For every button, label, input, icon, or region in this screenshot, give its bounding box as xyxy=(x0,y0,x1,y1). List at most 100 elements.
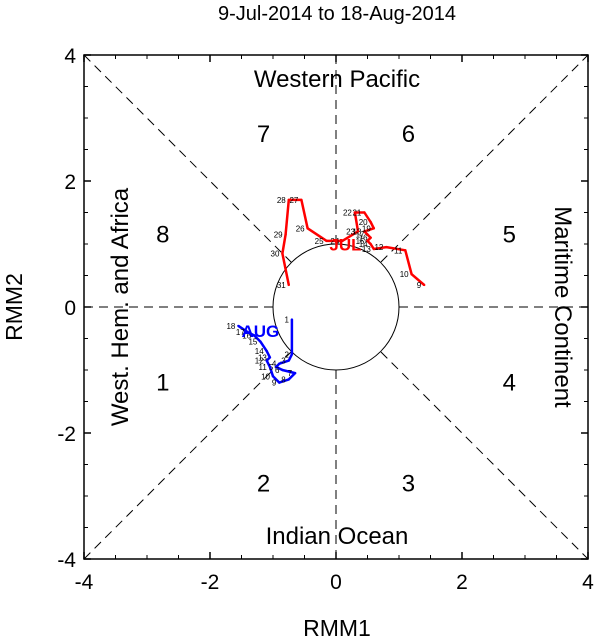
unit-circle-layer xyxy=(272,243,400,371)
data-point xyxy=(290,318,294,321)
y-tick-label: 4 xyxy=(64,45,76,68)
day-label: 13 xyxy=(258,353,267,362)
day-label: 9 xyxy=(272,379,277,388)
data-point xyxy=(306,227,309,230)
day-label: 15 xyxy=(248,338,257,347)
data-point xyxy=(341,239,344,243)
region-labels: Western Pacific Indian Ocean West. Hem. an… xyxy=(107,66,576,550)
data-point xyxy=(353,211,357,214)
day-label: 1 xyxy=(284,316,289,325)
data-point xyxy=(237,324,240,328)
data-point xyxy=(366,233,369,236)
day-label: 12 xyxy=(255,357,264,366)
day-label: 19 xyxy=(362,224,371,233)
x-tick-label: -2 xyxy=(201,571,220,594)
data-point xyxy=(287,283,290,287)
day-label: 17 xyxy=(236,328,245,337)
series-aug: 123456789101112131415161718AUG xyxy=(226,316,297,388)
day-label: 18 xyxy=(226,322,235,331)
data-point xyxy=(325,239,328,243)
y-tick-label: 0 xyxy=(64,297,76,320)
data-point xyxy=(356,230,360,233)
y-tick-label: 2 xyxy=(64,171,76,194)
chart-title: 9-Jul-2014 to 18-Aug-2014 xyxy=(218,3,456,25)
diagonal-line xyxy=(83,54,589,560)
data-point xyxy=(281,252,284,255)
day-label: 20 xyxy=(359,218,368,227)
data-point xyxy=(287,378,290,381)
day-label: 11 xyxy=(394,246,403,255)
day-label: 30 xyxy=(271,249,280,258)
data-point xyxy=(366,239,369,243)
data-point xyxy=(265,349,268,353)
day-label: 11 xyxy=(259,363,268,372)
data-point xyxy=(369,242,372,246)
data-point xyxy=(274,365,278,369)
day-label: 7 xyxy=(288,369,293,378)
month-label-aug: AUG xyxy=(242,322,280,341)
data-point xyxy=(372,227,375,230)
data-point xyxy=(372,247,375,251)
day-label: 23 xyxy=(346,227,355,236)
phase-label-8: 8 xyxy=(156,222,169,249)
day-label: 26 xyxy=(296,224,305,233)
data-point xyxy=(363,230,366,233)
data-point xyxy=(385,245,388,249)
day-label: 16 xyxy=(359,234,368,243)
y-tick-label: -2 xyxy=(57,423,76,446)
day-label: 8 xyxy=(281,375,286,384)
data-point xyxy=(252,334,256,337)
region-label-left: West. Hem. and Africa xyxy=(107,187,134,426)
diagonal-line xyxy=(83,54,589,560)
day-label: 12 xyxy=(374,243,383,252)
phase-label-7: 7 xyxy=(257,121,270,148)
day-label: 6 xyxy=(275,366,280,375)
data-point xyxy=(265,359,268,362)
day-label: 10 xyxy=(400,270,409,279)
data-point xyxy=(268,356,272,359)
day-label: 31 xyxy=(277,281,286,290)
phase-label-6: 6 xyxy=(402,121,415,148)
data-point xyxy=(300,198,303,202)
data-point xyxy=(369,220,372,224)
series-line-aug xyxy=(237,319,297,384)
day-label: 2 xyxy=(284,350,289,359)
day-label: 28 xyxy=(277,196,286,205)
day-label: 27 xyxy=(289,196,298,205)
day-label: 16 xyxy=(242,331,251,340)
data-point xyxy=(287,359,290,362)
data-point xyxy=(281,368,284,372)
data-point xyxy=(278,362,281,365)
day-label: 21 xyxy=(352,209,361,218)
day-label: 10 xyxy=(261,372,270,381)
phase-label-5: 5 xyxy=(503,222,516,249)
data-point xyxy=(287,198,290,202)
day-label: 15 xyxy=(356,237,365,246)
region-label-top: Western Pacific xyxy=(254,66,420,93)
phase-label-2: 2 xyxy=(257,470,270,497)
data-point xyxy=(284,233,287,236)
region-label-bottom: Indian Ocean xyxy=(266,523,409,550)
data-point xyxy=(268,365,272,369)
day-label: 3 xyxy=(281,357,286,366)
phase-label-1: 1 xyxy=(156,370,169,397)
day-label: 25 xyxy=(315,237,324,246)
x-tick-label: 0 xyxy=(330,571,342,594)
data-point xyxy=(290,353,294,356)
y-tick-label: -4 xyxy=(57,549,76,572)
data-point xyxy=(271,375,275,378)
data-point xyxy=(410,273,413,276)
unit-circle xyxy=(272,243,400,371)
phase-label-3: 3 xyxy=(402,470,415,497)
data-point xyxy=(363,211,366,214)
day-label: 4 xyxy=(272,360,277,369)
phase-label-4: 4 xyxy=(503,370,516,397)
day-label: 22 xyxy=(343,209,352,218)
month-label-jul: JUL xyxy=(329,235,361,254)
data-point xyxy=(259,340,262,343)
